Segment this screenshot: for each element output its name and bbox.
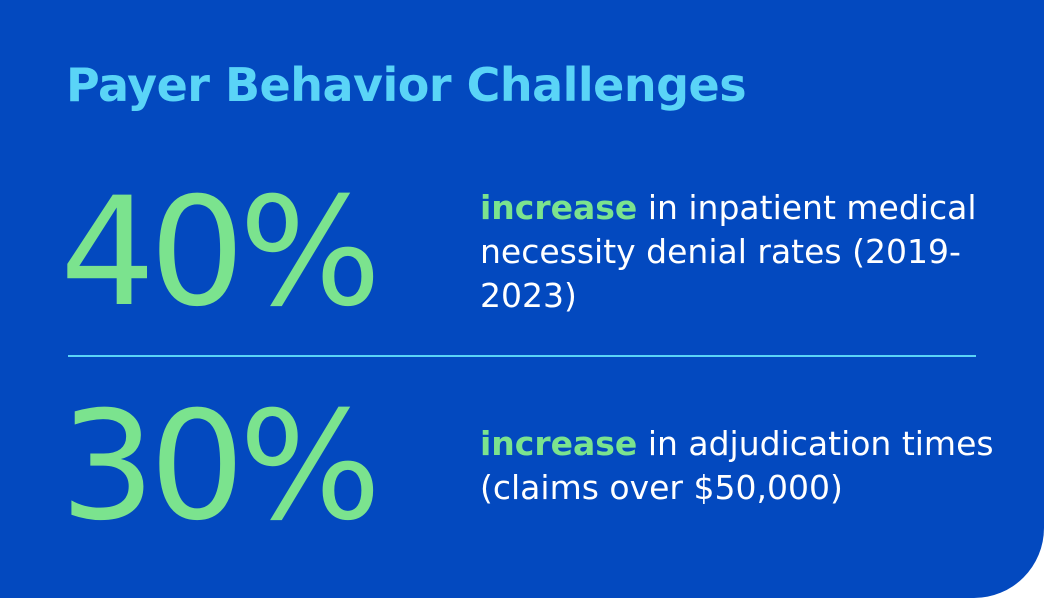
infographic-title: Payer Behavior Challenges — [66, 58, 747, 112]
stat-highlight-word: increase — [480, 424, 638, 463]
stat-description-adjudication-times: increase in adjudication times (claims o… — [480, 422, 1020, 510]
stat-description-denial-rates: increase in inpatient medical necessity … — [480, 186, 1020, 318]
stat-highlight-word: increase — [480, 188, 638, 227]
section-divider — [68, 355, 976, 357]
stat-value-denial-rates: 40% — [60, 166, 381, 340]
stat-value-adjudication-times: 30% — [60, 380, 381, 554]
stat-description-text: in adjudication times (claims over $50,0… — [480, 424, 994, 507]
stat-description-text: in inpatient medical necessity denial ra… — [480, 188, 977, 315]
